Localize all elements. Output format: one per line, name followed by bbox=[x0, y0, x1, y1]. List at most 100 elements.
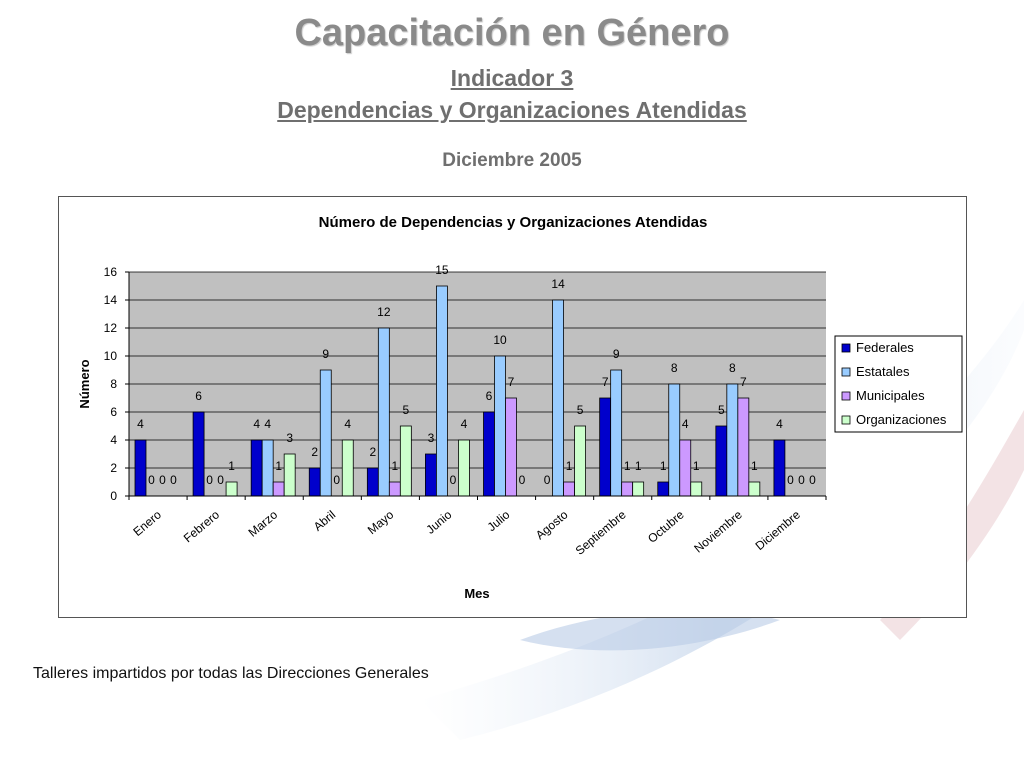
x-tick-label: Noviembre bbox=[691, 507, 745, 555]
data-label: 1 bbox=[660, 459, 667, 473]
data-label: 3 bbox=[286, 431, 293, 445]
data-label: 1 bbox=[566, 459, 573, 473]
data-label: 15 bbox=[435, 263, 449, 277]
data-label: 5 bbox=[577, 403, 584, 417]
chart-frame: Número de Dependencias y Organizaciones … bbox=[58, 196, 967, 618]
x-tick-label: Marzo bbox=[246, 507, 281, 539]
bar-estatales-marzo bbox=[261, 439, 274, 497]
bar-chart: Número de Dependencias y Organizaciones … bbox=[77, 214, 963, 601]
data-label: 1 bbox=[228, 459, 235, 473]
x-tick-label: Julio bbox=[485, 507, 513, 534]
bar-municipales-septiembre bbox=[621, 481, 634, 497]
bar-municipales-octubre bbox=[679, 439, 692, 497]
bar-organizaciones-abril bbox=[341, 439, 354, 497]
data-label: 7 bbox=[508, 375, 515, 389]
legend-swatch bbox=[841, 391, 851, 401]
bar-federales-septiembre bbox=[599, 397, 612, 497]
bar-estatales-octubre bbox=[668, 383, 681, 497]
data-label: 10 bbox=[493, 333, 507, 347]
bar-federales-febrero bbox=[192, 411, 205, 497]
data-label: 0 bbox=[206, 473, 213, 487]
legend-label: Federales bbox=[856, 340, 914, 355]
data-label: 0 bbox=[519, 473, 526, 487]
bar-municipales-agosto bbox=[563, 481, 575, 497]
bar-organizaciones-febrero bbox=[225, 481, 238, 497]
bar-organizaciones-septiembre bbox=[632, 481, 645, 497]
bar-estatales-junio bbox=[436, 285, 448, 497]
bar-municipales-noviembre bbox=[737, 397, 750, 497]
y-tick-label: 6 bbox=[110, 405, 117, 419]
data-label: 1 bbox=[624, 459, 631, 473]
data-label: 0 bbox=[798, 473, 805, 487]
y-tick-label: 16 bbox=[104, 265, 118, 279]
bar-municipales-mayo bbox=[388, 481, 401, 497]
legend-swatch bbox=[841, 415, 851, 425]
legend-swatch bbox=[841, 343, 851, 353]
data-label: 4 bbox=[253, 417, 260, 431]
data-label: 0 bbox=[159, 473, 166, 487]
bar-organizaciones-octubre bbox=[690, 481, 703, 497]
data-label: 0 bbox=[217, 473, 224, 487]
bar-organizaciones-marzo bbox=[283, 453, 296, 497]
bar-organizaciones-junio bbox=[458, 439, 470, 497]
y-tick-label: 2 bbox=[110, 461, 117, 475]
data-label: 2 bbox=[311, 445, 318, 459]
legend-box bbox=[834, 335, 963, 433]
y-axis-title: Número bbox=[77, 359, 92, 408]
data-label: 7 bbox=[740, 375, 747, 389]
data-label: 4 bbox=[137, 417, 144, 431]
bar-estatales-noviembre bbox=[726, 383, 739, 497]
bar-federales-mayo bbox=[366, 467, 379, 497]
data-label: 8 bbox=[729, 361, 736, 375]
data-label: 0 bbox=[544, 473, 551, 487]
data-label: 2 bbox=[369, 445, 376, 459]
bar-estatales-julio bbox=[494, 355, 506, 497]
bar-municipales-julio bbox=[505, 397, 517, 497]
data-label: 6 bbox=[486, 389, 493, 403]
bar-organizaciones-mayo bbox=[399, 425, 412, 497]
x-tick-label: Abril bbox=[311, 508, 338, 534]
slide-subtitle: Dependencias y Organizaciones Atendidas bbox=[277, 97, 747, 123]
data-label: 1 bbox=[391, 459, 398, 473]
x-tick-label: Junio bbox=[423, 507, 454, 536]
data-label: 1 bbox=[751, 459, 758, 473]
report-date: Diciembre 2005 bbox=[442, 150, 582, 171]
data-label: 4 bbox=[264, 417, 271, 431]
data-label: 9 bbox=[322, 347, 329, 361]
legend-label: Municipales bbox=[856, 388, 925, 403]
bar-organizaciones-agosto bbox=[574, 425, 586, 497]
y-tick-label: 12 bbox=[104, 321, 118, 335]
bar-federales-enero bbox=[134, 439, 147, 497]
bar-estatales-septiembre bbox=[610, 369, 623, 497]
data-label: 4 bbox=[776, 417, 783, 431]
bar-estatales-agosto bbox=[552, 299, 564, 497]
slide-title: Capacitación en Género bbox=[294, 12, 730, 54]
bar-municipales-marzo bbox=[272, 481, 285, 497]
y-tick-label: 10 bbox=[104, 349, 118, 363]
bar-estatales-mayo bbox=[377, 327, 390, 497]
data-label: 4 bbox=[461, 417, 468, 431]
data-label: 1 bbox=[635, 459, 642, 473]
x-tick-label: Mayo bbox=[365, 507, 397, 537]
y-tick-label: 14 bbox=[104, 293, 118, 307]
legend-swatch bbox=[841, 367, 851, 377]
y-tick-label: 0 bbox=[110, 489, 117, 503]
x-tick-label: Enero bbox=[130, 507, 164, 539]
data-label: 5 bbox=[718, 403, 725, 417]
data-label: 9 bbox=[613, 347, 620, 361]
data-label: 12 bbox=[377, 305, 391, 319]
y-tick-label: 4 bbox=[110, 433, 117, 447]
x-tick-label: Diciembre bbox=[753, 507, 804, 553]
data-label: 4 bbox=[682, 417, 689, 431]
chart-title: Número de Dependencias y Organizaciones … bbox=[319, 214, 708, 231]
legend-label: Estatales bbox=[856, 364, 910, 379]
bar-federales-julio bbox=[483, 411, 495, 497]
data-label: 6 bbox=[195, 389, 202, 403]
data-label: 0 bbox=[450, 473, 457, 487]
data-label: 0 bbox=[809, 473, 816, 487]
bar-estatales-abril bbox=[319, 369, 332, 497]
chart-legend: Federales Estatales Municipales Organizacio… bbox=[834, 335, 963, 433]
indicator-label: Indicador 3 bbox=[450, 65, 574, 91]
bar-federales-abril bbox=[308, 467, 321, 497]
x-tick-label: Agosto bbox=[533, 507, 571, 542]
